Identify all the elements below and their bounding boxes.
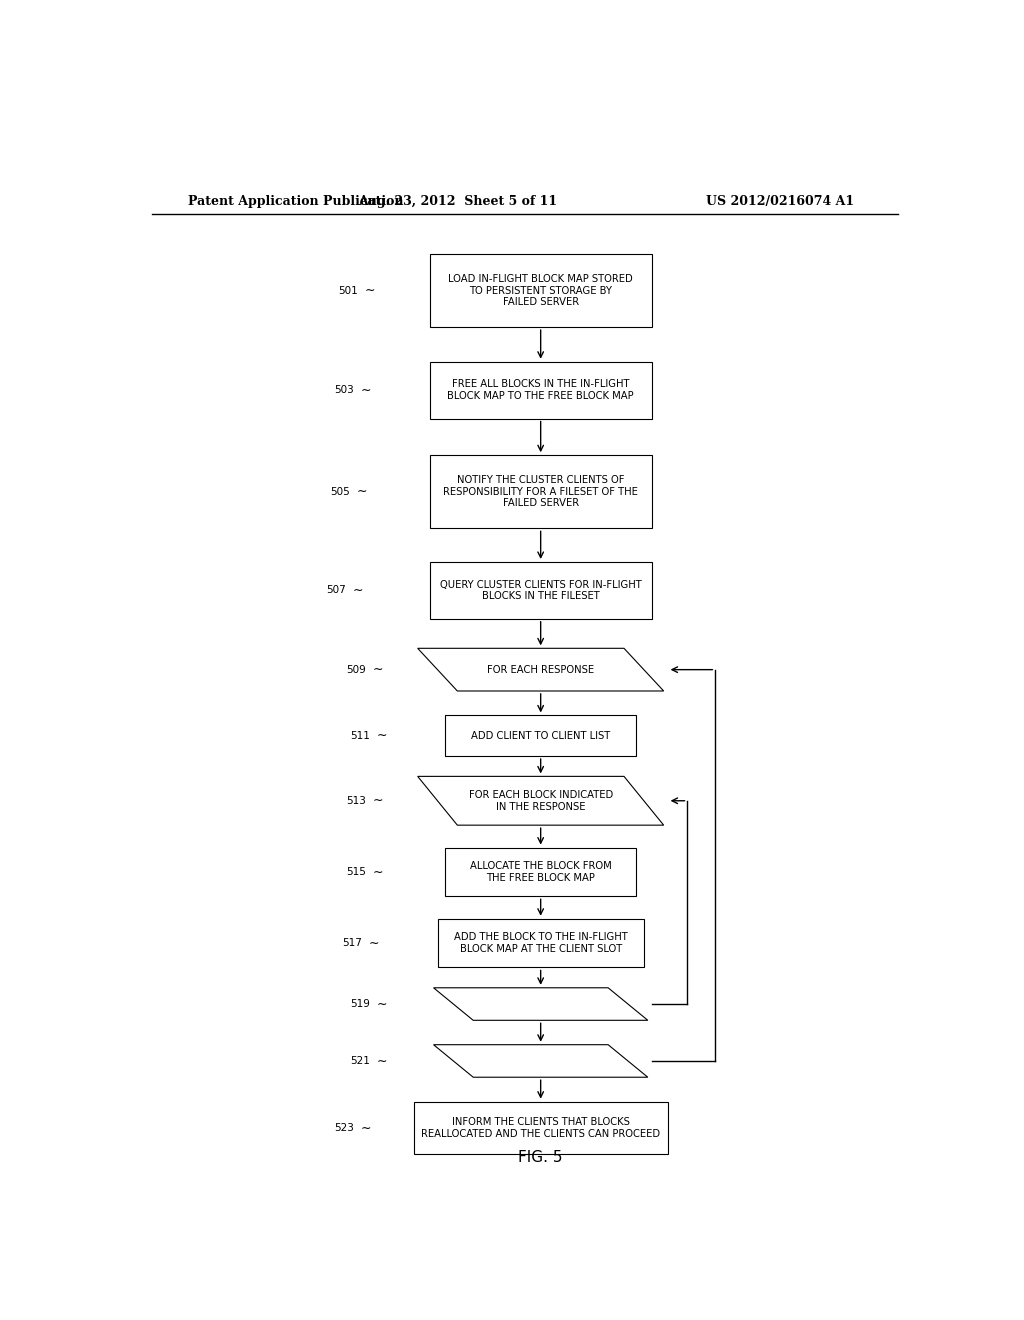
Text: 517: 517 <box>342 939 362 948</box>
Text: 513: 513 <box>346 796 367 805</box>
Text: ∼: ∼ <box>377 1055 387 1068</box>
Text: ∼: ∼ <box>377 729 387 742</box>
Text: ∼: ∼ <box>360 384 371 396</box>
Text: ∼: ∼ <box>352 583 364 597</box>
Text: 509: 509 <box>346 665 367 675</box>
Text: FREE ALL BLOCKS IN THE IN-FLIGHT
BLOCK MAP TO THE FREE BLOCK MAP: FREE ALL BLOCKS IN THE IN-FLIGHT BLOCK M… <box>447 379 634 401</box>
Polygon shape <box>433 987 648 1020</box>
Text: ALLOCATE THE BLOCK FROM
THE FREE BLOCK MAP: ALLOCATE THE BLOCK FROM THE FREE BLOCK M… <box>470 861 611 883</box>
Bar <box>445 715 636 756</box>
Text: US 2012/0216074 A1: US 2012/0216074 A1 <box>706 194 854 207</box>
Text: 503: 503 <box>335 385 354 395</box>
Text: Aug. 23, 2012  Sheet 5 of 11: Aug. 23, 2012 Sheet 5 of 11 <box>357 194 557 207</box>
Bar <box>430 362 652 418</box>
Text: ∼: ∼ <box>369 937 379 949</box>
Bar <box>445 847 636 896</box>
Text: FOR EACH RESPONSE: FOR EACH RESPONSE <box>487 665 594 675</box>
Text: ∼: ∼ <box>356 486 367 498</box>
Text: FOR EACH BLOCK INDICATED
IN THE RESPONSE: FOR EACH BLOCK INDICATED IN THE RESPONSE <box>469 789 612 812</box>
Text: 523: 523 <box>334 1123 354 1133</box>
Text: INFORM THE CLIENTS THAT BLOCKS
REALLOCATED AND THE CLIENTS CAN PROCEED: INFORM THE CLIENTS THAT BLOCKS REALLOCAT… <box>421 1117 660 1139</box>
Text: ADD THE BLOCK TO THE IN-FLIGHT
BLOCK MAP AT THE CLIENT SLOT: ADD THE BLOCK TO THE IN-FLIGHT BLOCK MAP… <box>454 932 628 954</box>
Text: FIG. 5: FIG. 5 <box>518 1150 563 1164</box>
Text: ∼: ∼ <box>365 284 375 297</box>
Text: ∼: ∼ <box>373 663 383 676</box>
Text: 511: 511 <box>350 731 370 741</box>
Bar <box>414 1102 668 1155</box>
Bar <box>430 455 652 528</box>
Text: ∼: ∼ <box>377 998 387 1011</box>
Text: 515: 515 <box>346 867 367 876</box>
Bar <box>437 919 644 968</box>
Text: ADD CLIENT TO CLIENT LIST: ADD CLIENT TO CLIENT LIST <box>471 731 610 741</box>
Text: 507: 507 <box>327 585 346 595</box>
Text: NOTIFY THE CLUSTER CLIENTS OF
RESPONSIBILITY FOR A FILESET OF THE
FAILED SERVER: NOTIFY THE CLUSTER CLIENTS OF RESPONSIBI… <box>443 475 638 508</box>
Text: ∼: ∼ <box>373 795 383 808</box>
Text: 505: 505 <box>331 487 350 496</box>
Text: LOAD IN-FLIGHT BLOCK MAP STORED
TO PERSISTENT STORAGE BY
FAILED SERVER: LOAD IN-FLIGHT BLOCK MAP STORED TO PERSI… <box>449 275 633 308</box>
Text: QUERY CLUSTER CLIENTS FOR IN-FLIGHT
BLOCKS IN THE FILESET: QUERY CLUSTER CLIENTS FOR IN-FLIGHT BLOC… <box>439 579 642 601</box>
Text: Patent Application Publication: Patent Application Publication <box>187 194 403 207</box>
Text: ∼: ∼ <box>373 866 383 878</box>
Text: 519: 519 <box>350 999 370 1008</box>
Text: 521: 521 <box>350 1056 370 1067</box>
Polygon shape <box>433 1044 648 1077</box>
Bar <box>430 562 652 619</box>
Polygon shape <box>418 776 664 825</box>
Text: 501: 501 <box>338 285 358 296</box>
Polygon shape <box>418 648 664 690</box>
Bar <box>430 253 652 327</box>
Text: ∼: ∼ <box>360 1122 371 1135</box>
